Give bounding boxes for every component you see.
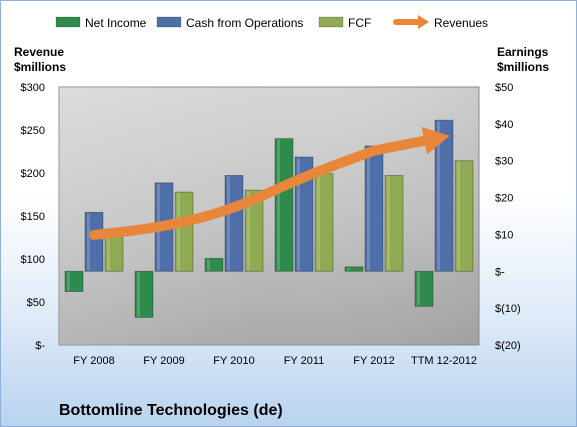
left-tick-label: $150	[21, 211, 45, 223]
bar-highlight	[137, 272, 140, 317]
legend-swatch-net-income	[55, 16, 81, 28]
right-tick-label: $10	[495, 229, 513, 241]
left-tick-label: $200	[21, 168, 45, 180]
right-tick-label: $(20)	[495, 340, 521, 352]
bar-highlight	[107, 233, 110, 271]
bar-highlight	[177, 193, 180, 271]
bar-net-income-1	[134, 270, 154, 318]
category-label: FY 2009	[143, 355, 184, 367]
right-axis-title-line2: $millions	[497, 60, 549, 74]
category-label: FY 2012	[353, 355, 394, 367]
bar-highlight	[227, 176, 230, 271]
bar-highlight	[437, 121, 440, 271]
bar-net-income-4	[344, 266, 364, 272]
bar-highlight	[247, 191, 250, 271]
bar-net-income-0	[64, 270, 84, 292]
left-tick-label: $100	[21, 254, 45, 266]
category-label: FY 2010	[213, 355, 254, 367]
bar-highlight	[67, 272, 70, 291]
bar-highlight	[277, 139, 280, 271]
bar-highlight	[207, 259, 210, 271]
bar-highlight	[347, 267, 350, 271]
left-tick-label: $250	[21, 125, 45, 137]
right-axis-title-line1: Earnings	[497, 45, 549, 59]
bar-fcf-1	[174, 191, 194, 272]
right-tick-label: $-	[495, 266, 505, 278]
right-tick-label: $(10)	[495, 303, 521, 315]
bar-fcf-5	[454, 160, 474, 272]
bar-cash-from-operations-0	[84, 211, 104, 272]
left-tick-label: $300	[21, 82, 45, 94]
bar-highlight	[317, 174, 320, 271]
legend-label-net-income: Net Income	[85, 16, 147, 30]
category-label: TTM 12-2012	[411, 355, 477, 367]
left-tick-label: $50	[27, 297, 45, 309]
legend-swatch-cash-from-operations	[156, 16, 182, 28]
bar-highlight	[387, 176, 390, 271]
bar-highlight	[297, 158, 300, 271]
company-name: Bottomline Technologies (de)	[59, 402, 283, 419]
revenues-arrowhead	[421, 127, 450, 155]
bar-highlight	[457, 161, 460, 271]
right-tick-label: $40	[495, 119, 513, 131]
bar-fcf-4	[384, 175, 404, 272]
revenues-line	[89, 135, 430, 240]
bar-net-income-5	[414, 270, 434, 307]
legend-label-fcf: FCF	[348, 16, 371, 30]
bar-highlight	[417, 272, 420, 306]
plot-area	[58, 86, 480, 346]
legend-swatch-revenues-head	[418, 15, 429, 29]
bar-cash-from-operations-5	[434, 119, 454, 272]
left-axis-title-line1: Revenue	[14, 45, 64, 59]
category-label: FY 2008	[73, 355, 114, 367]
bar-highlight	[87, 213, 90, 271]
legend-swatch-fcf	[318, 16, 344, 28]
category-label: FY 2011	[284, 355, 325, 367]
right-tick-label: $50	[495, 82, 513, 94]
bar-net-income-3	[274, 138, 294, 272]
bar-net-income-2	[204, 257, 224, 272]
legend-label-revenues: Revenues	[434, 16, 488, 30]
right-tick-label: $30	[495, 156, 513, 168]
legend-label-cash-from-operations: Cash from Operations	[186, 16, 303, 30]
bar-fcf-2	[244, 189, 264, 272]
right-tick-label: $20	[495, 193, 513, 205]
left-tick-label: $-	[35, 340, 45, 352]
left-axis-title-line2: $millions	[14, 60, 66, 74]
bar-cash-from-operations-2	[224, 175, 244, 272]
bar-highlight	[367, 146, 370, 271]
bar-cash-from-operations-3	[294, 156, 314, 272]
